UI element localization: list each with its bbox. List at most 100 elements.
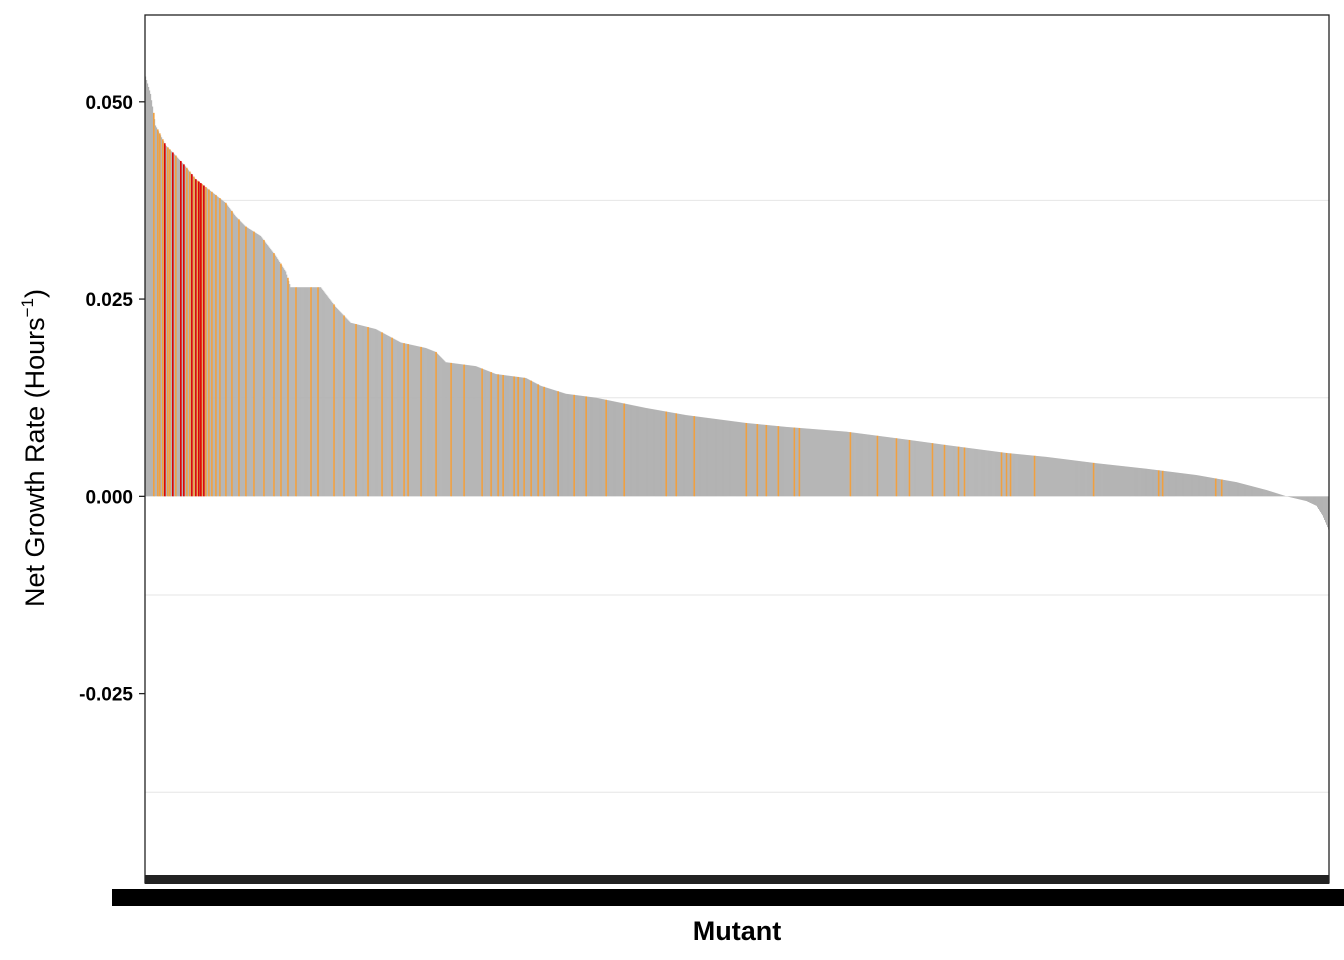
- bar: [1216, 478, 1219, 497]
- bar: [510, 376, 512, 497]
- bar: [516, 376, 518, 497]
- bar: [868, 434, 870, 497]
- bar: [578, 395, 580, 497]
- bar: [1303, 496, 1306, 501]
- bar: [1007, 453, 1009, 497]
- bar: [698, 416, 700, 497]
- bar: [616, 402, 618, 497]
- bar: [881, 436, 883, 497]
- bar: [837, 431, 839, 497]
- bar: [1171, 472, 1174, 497]
- bar: [390, 337, 392, 497]
- bar: [378, 330, 380, 497]
- bar: [790, 427, 792, 497]
- bar: [1222, 479, 1225, 497]
- bar: [835, 430, 837, 497]
- bar: [831, 430, 833, 497]
- bar: [1139, 468, 1141, 497]
- bar: [1282, 495, 1285, 497]
- bar: [806, 428, 808, 497]
- bar: [798, 427, 801, 497]
- bar: [249, 229, 251, 497]
- bar: [500, 374, 502, 497]
- bar: [633, 405, 635, 497]
- bar: [745, 422, 748, 497]
- bar: [1132, 467, 1134, 497]
- bar: [155, 125, 157, 497]
- bar: [702, 417, 704, 497]
- bar: [455, 363, 457, 497]
- bar: [1267, 490, 1270, 497]
- bar: [1246, 485, 1249, 497]
- bar: [994, 451, 996, 497]
- bar: [260, 235, 262, 497]
- bar: [589, 396, 591, 497]
- bar: [1218, 479, 1221, 497]
- bar: [937, 443, 939, 497]
- y-tick-label: 0.025: [85, 290, 133, 311]
- bar: [426, 348, 428, 497]
- bar: [222, 200, 224, 497]
- bar: [357, 324, 359, 497]
- bar: [1265, 490, 1268, 497]
- bar: [923, 442, 925, 497]
- bar: [1306, 496, 1309, 502]
- bar: [247, 227, 249, 497]
- bar: [201, 183, 203, 497]
- bar: [908, 439, 911, 497]
- bar: [1268, 490, 1271, 497]
- bar: [174, 154, 176, 497]
- bar: [1314, 496, 1317, 506]
- bar: [366, 326, 368, 497]
- bar: [447, 362, 449, 497]
- bar: [1228, 480, 1231, 497]
- bar: [153, 112, 155, 497]
- bar: [1318, 496, 1321, 511]
- bar: [322, 289, 324, 497]
- bar: [1121, 466, 1123, 497]
- bar: [825, 430, 827, 497]
- bar: [1288, 496, 1291, 498]
- bar: [536, 383, 538, 497]
- bar: [342, 314, 344, 497]
- bar: [182, 163, 184, 497]
- bar: [167, 147, 169, 497]
- bar: [817, 429, 819, 497]
- bar: [791, 427, 793, 497]
- bar: [467, 365, 469, 497]
- bar: [1116, 465, 1118, 497]
- bar: [644, 407, 646, 497]
- bar: [995, 451, 997, 497]
- bar: [289, 284, 291, 497]
- bar: [1148, 469, 1150, 497]
- bar: [489, 371, 491, 497]
- bar: [581, 395, 583, 497]
- bar: [419, 346, 421, 497]
- y-tick-label: 0.000: [85, 487, 133, 508]
- bar: [554, 390, 556, 497]
- bar: [714, 418, 716, 497]
- bar: [918, 441, 920, 497]
- bar: [562, 392, 564, 497]
- bar: [823, 429, 825, 497]
- bar: [240, 221, 242, 497]
- bar: [466, 364, 468, 497]
- bar: [1207, 477, 1210, 497]
- bar: [1313, 496, 1316, 505]
- bar: [619, 402, 621, 497]
- bar: [189, 171, 191, 497]
- bar: [1226, 480, 1229, 497]
- bar: [947, 445, 949, 497]
- bar: [1165, 471, 1168, 497]
- bar: [952, 445, 954, 497]
- bar: [999, 452, 1001, 497]
- bar: [267, 245, 269, 497]
- bar: [354, 323, 356, 497]
- bar: [1319, 496, 1322, 513]
- bar: [327, 296, 329, 497]
- bar: [659, 410, 661, 497]
- bar: [217, 196, 219, 497]
- bar: [388, 336, 390, 497]
- bar: [399, 341, 401, 497]
- bar: [662, 410, 664, 497]
